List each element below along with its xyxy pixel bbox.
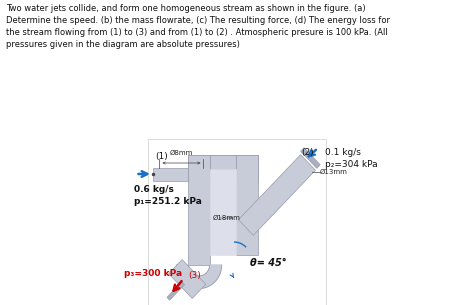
Polygon shape: [238, 155, 316, 235]
Text: Ø8mm: Ø8mm: [170, 150, 193, 156]
Text: p₁=251.2 kPa: p₁=251.2 kPa: [134, 197, 201, 206]
Text: Two water jets collide, and form one homogeneous stream as shown in the figure. : Two water jets collide, and form one hom…: [6, 4, 390, 49]
Text: (1): (1): [155, 152, 168, 161]
Polygon shape: [169, 260, 206, 299]
Text: p₂=304 kPa: p₂=304 kPa: [325, 160, 377, 169]
Text: Ø13mm: Ø13mm: [320, 169, 348, 175]
Text: 0.6 kg/s: 0.6 kg/s: [134, 185, 173, 194]
Text: Ø18mm: Ø18mm: [213, 215, 241, 221]
Bar: [153, 168, 203, 181]
Bar: [188, 155, 258, 182]
Polygon shape: [177, 265, 221, 289]
Text: (2): (2): [301, 148, 313, 156]
Text: θ= 45°: θ= 45°: [250, 258, 287, 268]
Bar: [236, 155, 258, 255]
Bar: [188, 155, 210, 265]
Polygon shape: [167, 282, 184, 300]
Bar: [148, 139, 326, 305]
Text: p₃=300 kPa: p₃=300 kPa: [124, 269, 182, 278]
Text: (3): (3): [188, 271, 201, 280]
Bar: [210, 155, 236, 169]
Polygon shape: [301, 148, 320, 168]
Text: 0.1 kg/s: 0.1 kg/s: [325, 148, 361, 157]
Bar: [210, 169, 236, 255]
